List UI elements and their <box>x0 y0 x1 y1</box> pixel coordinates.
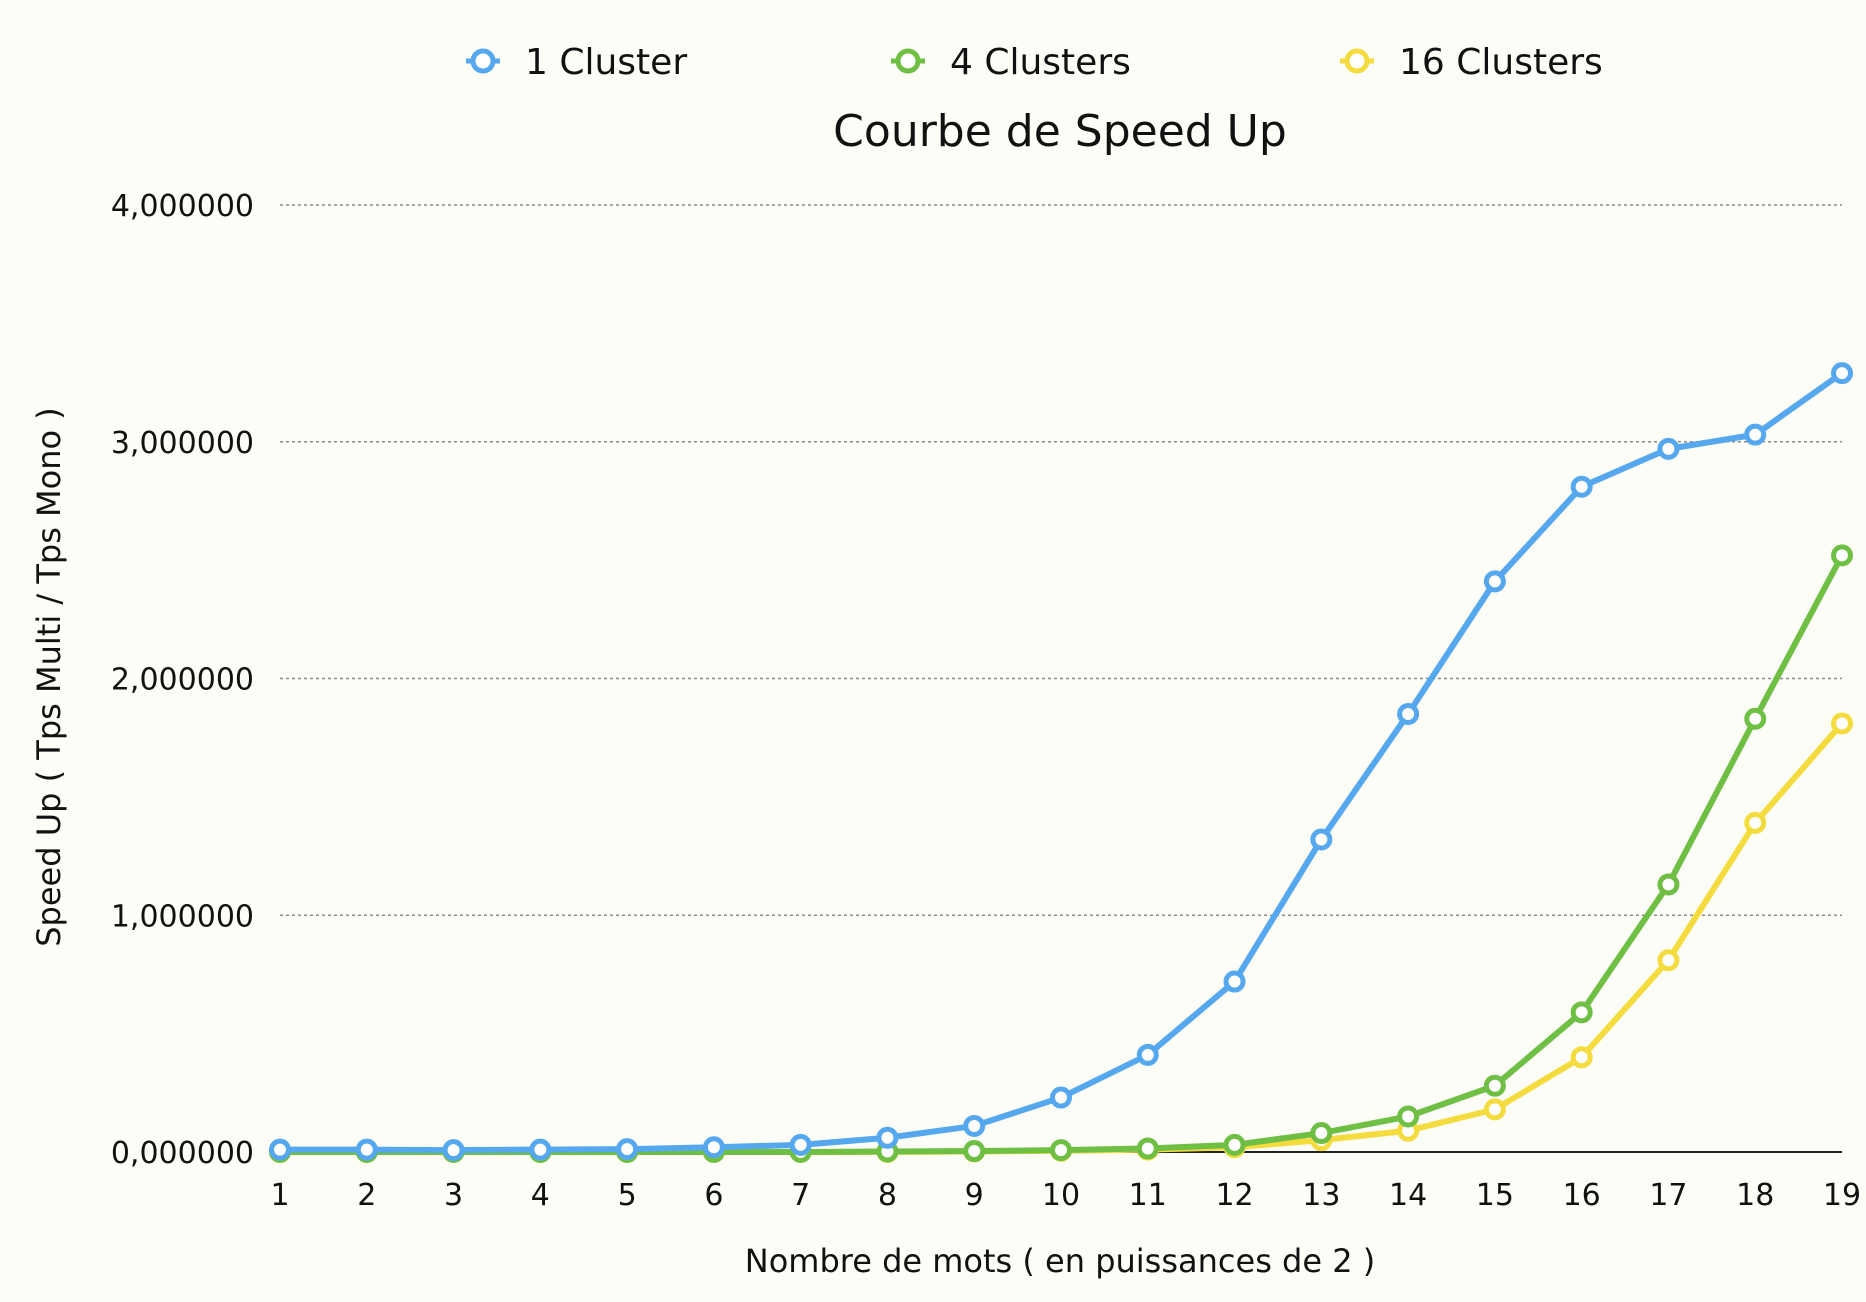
grid-lines <box>280 204 1842 916</box>
x-tick-label: 19 <box>1823 1178 1861 1213</box>
data-point <box>963 1140 986 1163</box>
data-point <box>702 1136 725 1159</box>
legend-entry: 1 Cluster <box>466 42 687 83</box>
y-axis-ticks: 0,000000 1,000000 2,000000 3,000000 4,000000 <box>111 189 254 1171</box>
data-point <box>1050 1086 1072 1109</box>
data-point <box>1744 707 1767 730</box>
x-tick-label: 5 <box>618 1178 637 1213</box>
data-point <box>1223 1133 1246 1156</box>
x-tick-label: 15 <box>1476 1178 1514 1213</box>
data-point <box>616 1138 639 1161</box>
x-tick-label: 14 <box>1389 1178 1427 1213</box>
x-tick-label: 3 <box>444 1178 463 1213</box>
x-tick-label: 13 <box>1302 1178 1340 1213</box>
x-tick-label: 12 <box>1215 1178 1253 1213</box>
data-point <box>269 1138 291 1161</box>
data-point <box>442 1139 465 1162</box>
data-point <box>1136 1137 1159 1160</box>
legend: 1 Cluster 4 Clusters 16 Clusters <box>466 42 1603 83</box>
x-tick-label: 8 <box>878 1178 897 1213</box>
y-axis-title: Speed Up ( Tps Multi / Tps Mono ) <box>30 407 68 947</box>
data-point <box>1657 873 1680 896</box>
data-point <box>876 1126 899 1149</box>
x-tick-label: 10 <box>1042 1178 1080 1213</box>
data-point <box>789 1133 812 1156</box>
x-tick-label: 16 <box>1563 1178 1601 1213</box>
legend-label: 4 Clusters <box>950 42 1131 83</box>
x-tick-label: 11 <box>1129 1178 1167 1213</box>
series-group <box>269 362 1853 1163</box>
data-point <box>1310 828 1333 851</box>
series <box>269 544 1853 1163</box>
data-point <box>1657 949 1680 972</box>
data-point <box>963 1114 986 1137</box>
y-tick-label: 1,000000 <box>111 899 254 934</box>
series-line <box>277 552 1845 1155</box>
y-tick-label: 3,000000 <box>111 426 254 461</box>
x-tick-label: 1 <box>270 1178 289 1213</box>
data-point <box>1483 1098 1506 1121</box>
data-point <box>1657 437 1680 460</box>
data-point <box>1831 712 1853 735</box>
x-axis-title: Nombre de mots ( en puissances de 2 ) <box>745 1242 1375 1280</box>
y-tick-label: 0,000000 <box>111 1136 254 1171</box>
x-tick-label: 9 <box>965 1178 984 1213</box>
x-tick-label: 7 <box>791 1178 810 1213</box>
legend-swatch-marker <box>895 48 921 74</box>
data-point <box>1310 1122 1333 1145</box>
series-line <box>277 370 1845 1154</box>
x-tick-label: 18 <box>1736 1178 1774 1213</box>
data-point <box>1570 475 1593 498</box>
legend-entry: 16 Clusters <box>1340 42 1603 83</box>
legend-label: 1 Cluster <box>525 42 687 83</box>
data-point <box>529 1138 552 1161</box>
data-point <box>1136 1043 1159 1066</box>
chart-title: Courbe de Speed Up <box>833 106 1287 157</box>
x-tick-label: 4 <box>531 1178 550 1213</box>
legend-entry: 4 Clusters <box>891 42 1131 83</box>
data-point <box>1223 970 1246 993</box>
legend-swatch-marker <box>470 48 496 74</box>
series <box>269 362 1853 1162</box>
legend-label: 16 Clusters <box>1399 42 1603 83</box>
x-tick-label: 17 <box>1649 1178 1687 1213</box>
data-point <box>1483 570 1506 593</box>
data-point <box>1570 1001 1593 1024</box>
x-axis-ticks: 1 2 3 4 5 6 7 8 9 10 11 12 13 14 15 16 17 18 19 <box>270 1178 1861 1213</box>
y-tick-label: 4,000000 <box>111 189 254 224</box>
data-point <box>1831 544 1853 567</box>
data-point <box>355 1138 378 1161</box>
data-point <box>1831 362 1853 385</box>
x-tick-label: 2 <box>357 1178 376 1213</box>
data-point <box>1397 1105 1420 1128</box>
data-point <box>1397 703 1420 726</box>
data-point <box>1744 423 1767 446</box>
legend-swatch-marker <box>1344 48 1370 74</box>
data-point <box>1483 1074 1506 1097</box>
y-tick-label: 2,000000 <box>111 663 254 698</box>
data-point <box>1050 1139 1072 1162</box>
data-point <box>1570 1046 1593 1069</box>
data-point <box>1744 811 1767 834</box>
x-tick-label: 6 <box>704 1178 723 1213</box>
